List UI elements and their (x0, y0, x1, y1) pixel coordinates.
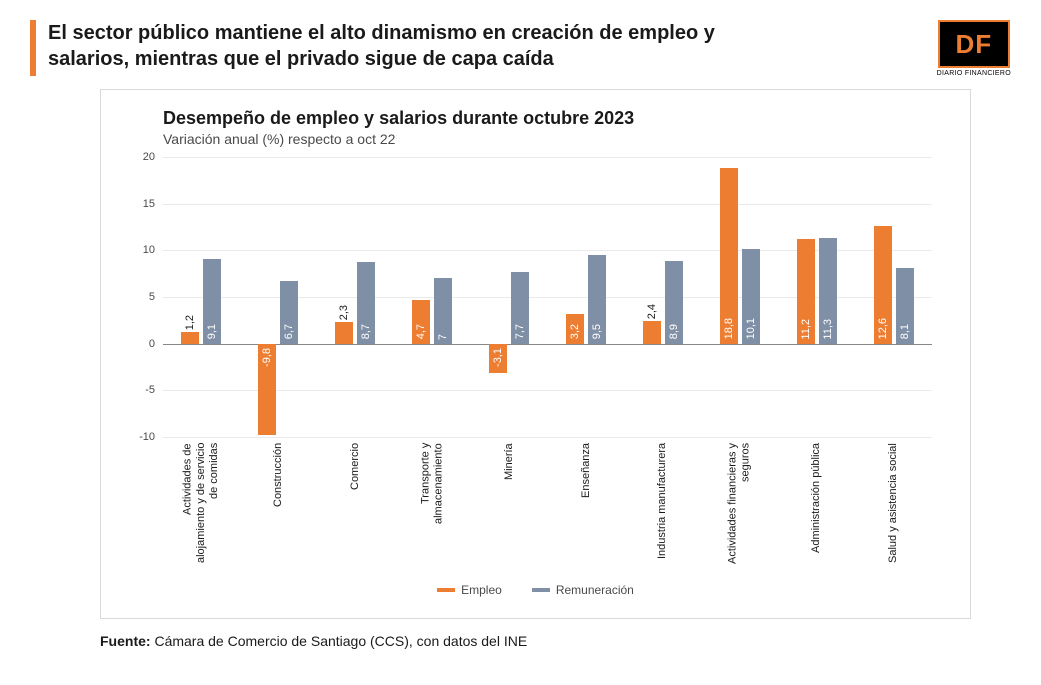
bar-value-label: 18,8 (723, 318, 735, 339)
x-category-label: Actividades de alojamiento y de servicio… (163, 443, 240, 573)
legend-swatch-remuneracion (532, 588, 550, 592)
category-group: 2,4 8,9 (624, 157, 701, 437)
legend-item-empleo: Empleo (437, 583, 502, 597)
logo-df-mark: DF (938, 20, 1010, 68)
x-category-label: Administración pública (778, 443, 855, 573)
category-group: 12,6 8,1 (855, 157, 932, 437)
bar-value-label: 2,4 (646, 304, 658, 319)
category-group: 2,3 8,7 (317, 157, 394, 437)
category-group: 1,2 9,1 (163, 157, 240, 437)
publisher-logo: DF DIARIO FINANCIERO (937, 20, 1011, 77)
x-category-label: Salud y asistencia social (855, 443, 932, 573)
bar-value-label: 3,2 (569, 324, 581, 339)
bar-value-label: 9,5 (591, 324, 603, 339)
bar-remuneracion: 6,7 (280, 281, 298, 344)
bar-value-label: 4,7 (415, 324, 427, 339)
bar-remuneracion: 8,9 (665, 261, 683, 344)
y-tick: -10 (129, 431, 155, 443)
y-tick: 20 (129, 151, 155, 163)
bar-value-label: 9,1 (206, 324, 218, 339)
chart-title: Desempeño de empleo y salarios durante o… (163, 108, 942, 129)
bar-value-label: 7 (437, 334, 449, 340)
legend-label-remuneracion: Remuneración (556, 583, 634, 597)
x-category-label: Industria manufacturera (624, 443, 701, 573)
bar-remuneracion: 9,1 (203, 259, 221, 344)
x-category-label: Actividades financieras y seguros (701, 443, 778, 573)
y-tick: 0 (129, 338, 155, 350)
category-group: 3,2 9,5 (548, 157, 625, 437)
x-category-label: Minería (471, 443, 548, 573)
bar-empleo: 1,2 (181, 332, 199, 343)
logo-subtext: DIARIO FINANCIERO (937, 70, 1011, 77)
bar-value-label: 11,3 (822, 319, 834, 340)
plot-area: -10-505101520 1,29,1-9,86,72,38,74,77-3,… (163, 157, 932, 437)
y-tick: 5 (129, 291, 155, 303)
bar-empleo: -9,8 (258, 344, 276, 435)
category-group: -9,8 6,7 (240, 157, 317, 437)
bar-empleo: 3,2 (566, 314, 584, 344)
x-category-label: Enseñanza (548, 443, 625, 573)
bars-row: 1,29,1-9,86,72,38,74,77-3,17,73,29,52,48… (163, 157, 932, 437)
y-tick: 10 (129, 244, 155, 256)
bar-empleo: -3,1 (489, 344, 507, 373)
source-text: Cámara de Comercio de Santiago (CCS), co… (154, 633, 527, 649)
header-row: El sector público mantiene el alto dinam… (30, 20, 1011, 77)
bar-value-label: 2,3 (338, 305, 350, 320)
bar-empleo: 2,4 (643, 321, 661, 343)
y-axis: -10-505101520 (129, 157, 159, 437)
bar-empleo: 12,6 (874, 226, 892, 344)
legend-swatch-empleo (437, 588, 455, 592)
bar-value-label: 10,1 (745, 318, 757, 339)
category-group: -3,1 7,7 (471, 157, 548, 437)
bar-value-label: 12,6 (877, 318, 889, 339)
chart-legend: Empleo Remuneración (129, 583, 942, 597)
category-group: 11,2 11,3 (778, 157, 855, 437)
bar-value-label: 6,7 (283, 324, 295, 339)
bar-remuneracion: 7,7 (511, 272, 529, 344)
bar-empleo: 2,3 (335, 322, 353, 343)
legend-item-remuneracion: Remuneración (532, 583, 634, 597)
chart-subtitle: Variación anual (%) respecto a oct 22 (163, 131, 942, 147)
bar-empleo: 4,7 (412, 300, 430, 344)
bar-remuneracion: 8,7 (357, 262, 375, 343)
bar-value-label: -3,1 (492, 348, 504, 367)
bar-remuneracion: 7 (434, 278, 452, 343)
headline: El sector público mantiene el alto dinam… (48, 20, 748, 72)
x-category-label: Comercio (317, 443, 394, 573)
bar-value-label: 7,7 (514, 324, 526, 339)
gridline (163, 437, 932, 438)
source-line: Fuente: Cámara de Comercio de Santiago (… (100, 633, 1011, 649)
bar-value-label: 8,1 (899, 324, 911, 339)
bar-remuneracion: 11,3 (819, 238, 837, 343)
accent-bar (30, 20, 36, 76)
y-tick: -5 (129, 384, 155, 396)
bar-value-label: 8,7 (360, 324, 372, 339)
legend-label-empleo: Empleo (461, 583, 502, 597)
chart-card: Desempeño de empleo y salarios durante o… (100, 89, 971, 619)
category-group: 18,8 10,1 (701, 157, 778, 437)
bar-remuneracion: 10,1 (742, 249, 760, 343)
category-group: 4,77 (394, 157, 471, 437)
source-label: Fuente: (100, 633, 151, 649)
bar-value-label: 1,2 (184, 315, 196, 330)
bar-remuneracion: 8,1 (896, 268, 914, 344)
bar-value-label: 8,9 (668, 324, 680, 339)
x-category-label: Transporte y almacenamiento (394, 443, 471, 573)
bar-empleo: 11,2 (797, 239, 815, 344)
y-tick: 15 (129, 198, 155, 210)
x-axis-labels: Actividades de alojamiento y de servicio… (163, 443, 932, 573)
bar-remuneracion: 9,5 (588, 255, 606, 344)
bar-value-label: -9,8 (261, 348, 273, 367)
bar-value-label: 11,2 (800, 319, 812, 340)
bar-empleo: 18,8 (720, 168, 738, 343)
x-category-label: Construcción (240, 443, 317, 573)
